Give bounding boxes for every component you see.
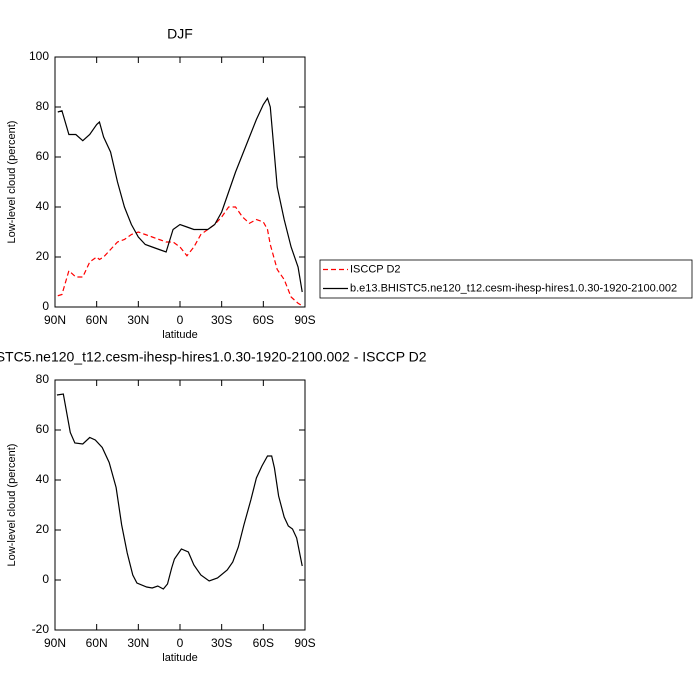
x-tick-label: 0 (177, 636, 184, 650)
y-tick-label: 40 (36, 472, 50, 486)
x-tick-label: 30N (127, 313, 149, 327)
y-tick-label: 80 (36, 372, 50, 386)
x-tick-label: 90N (44, 313, 66, 327)
x-tick-label: 90S (294, 313, 315, 327)
x-tick-label: 60N (86, 636, 108, 650)
plot-frame (54, 379, 306, 631)
chart-title: DJF (167, 26, 193, 42)
x-tick-label: 30S (211, 636, 232, 650)
plot-frame (54, 56, 306, 308)
data-line (57, 96, 303, 293)
legend-box (319, 259, 693, 299)
x-tick-label: 30S (211, 313, 232, 327)
x-tick-label: 60N (86, 313, 108, 327)
y-tick-label: 0 (42, 572, 49, 586)
y-tick-label: -20 (32, 622, 50, 636)
y-tick-label: 60 (36, 149, 50, 163)
x-tick-label: 60S (253, 636, 274, 650)
y-tick-label: 40 (36, 199, 50, 213)
x-tick-label: 60S (253, 313, 274, 327)
data-line (56, 393, 303, 590)
chart-title: b.e13.BHISTC5.ne120_t12.cesm-ihesp-hires… (0, 349, 427, 365)
y-axis-label: Low-level cloud (percent) (6, 444, 18, 567)
data-line (57, 206, 303, 307)
y-tick-label: 100 (29, 49, 49, 63)
legend-label: ISCCP D2 (350, 263, 401, 275)
y-tick-label: 20 (36, 522, 50, 536)
y-tick-label: 60 (36, 422, 50, 436)
x-tick-label: 0 (177, 313, 184, 327)
y-tick-label: 80 (36, 99, 50, 113)
y-tick-label: 20 (36, 249, 50, 263)
x-tick-label: 30N (127, 636, 149, 650)
y-tick-label: 0 (42, 299, 49, 313)
x-tick-label: 90N (44, 636, 66, 650)
x-axis-label: latitude (162, 652, 197, 664)
x-axis-label: latitude (162, 329, 197, 341)
y-axis-label: Low-level cloud (percent) (6, 121, 18, 244)
x-tick-label: 90S (294, 636, 315, 650)
legend-label: b.e13.BHISTC5.ne120_t12.cesm-ihesp-hires… (350, 282, 677, 294)
